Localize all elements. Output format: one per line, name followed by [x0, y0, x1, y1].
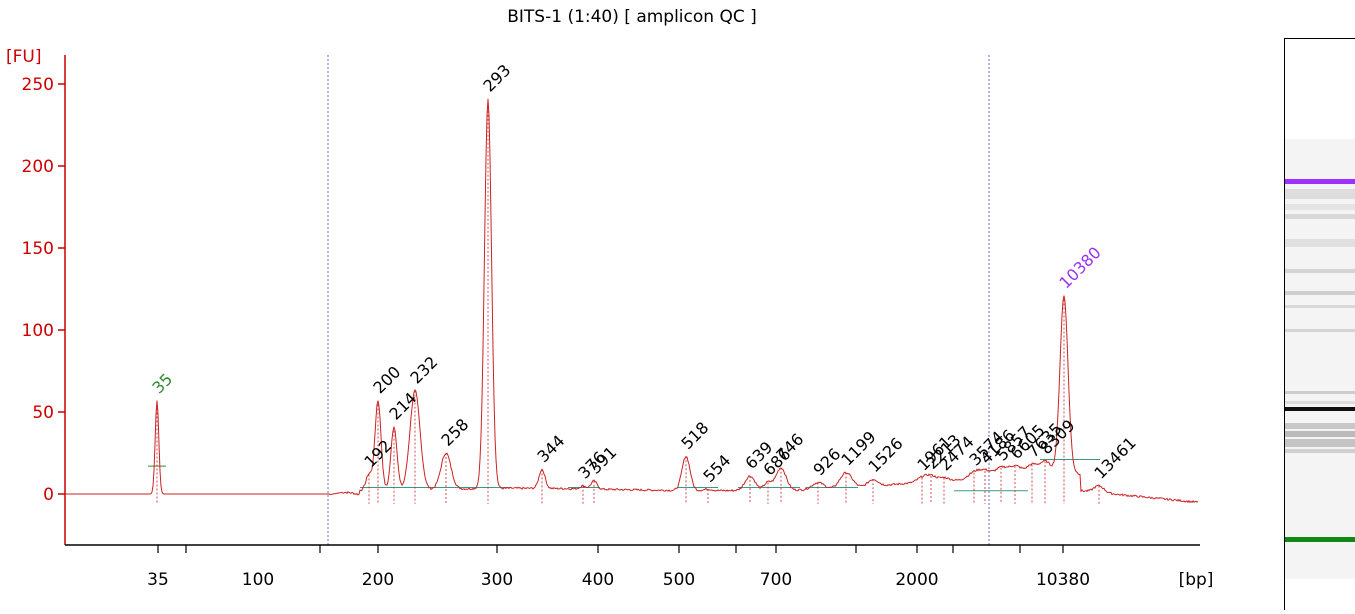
x-tick-label: 10380	[1036, 570, 1090, 590]
x-axis-label: [bp]	[1179, 570, 1214, 590]
x-axis: 35 100 200 300 400 500 700 2000 10380 [bp]	[65, 544, 1214, 590]
x-tick-label: 100	[242, 570, 274, 590]
peak-label: 13461	[1090, 433, 1139, 482]
region-boundary-lines	[327, 55, 990, 545]
peak-label: 214	[385, 389, 420, 424]
y-tick-label: 250	[22, 75, 54, 95]
y-tick-label: 50	[32, 403, 54, 423]
gel-lower-marker-band	[1285, 537, 1355, 542]
y-tick-label: 200	[22, 157, 54, 177]
peak-label: 232	[406, 352, 441, 387]
peak-label: 926	[809, 444, 844, 479]
chart-title: BITS-1 (1:40) [ amplicon QC ]	[507, 7, 757, 27]
gel-band	[1285, 291, 1355, 295]
x-tick-label: 2000	[895, 570, 938, 590]
x-tick-label: 300	[481, 570, 513, 590]
gel-band	[1285, 391, 1355, 394]
electropherogram-chart: BITS-1 (1:40) [ amplicon QC ] [FU] 0 50 10…	[6, 7, 1214, 590]
gel-band	[1285, 305, 1355, 308]
gel-band	[1285, 401, 1355, 404]
peak-label: 518	[677, 418, 712, 453]
gel-band	[1285, 239, 1355, 247]
gel-band	[1285, 189, 1355, 199]
peak-label: 10380	[1055, 243, 1104, 292]
y-axis-label: [FU]	[6, 47, 42, 67]
x-tick-label: 35	[147, 570, 169, 590]
x-tick-label: 700	[760, 570, 792, 590]
peak-label: 344	[533, 431, 568, 466]
y-tick-label: 100	[22, 321, 54, 341]
peak-label: 35	[148, 370, 176, 398]
gel-upper-marker-band	[1285, 179, 1355, 184]
gel-band	[1285, 204, 1355, 210]
peak-label: 200	[369, 362, 404, 397]
gel-band	[1285, 269, 1355, 273]
x-tick-label: 400	[582, 570, 614, 590]
gel-main-band	[1285, 407, 1355, 411]
gel-background	[1285, 139, 1355, 579]
gel-band	[1285, 449, 1355, 453]
y-tick-label: 150	[22, 239, 54, 259]
y-axis: [FU] 0 50 100 150 200 250	[6, 47, 66, 545]
gel-band	[1285, 423, 1355, 429]
gel-lane	[1284, 38, 1355, 610]
peak-label: 258	[437, 415, 472, 450]
gel-band	[1285, 431, 1355, 437]
peak-label: 554	[699, 451, 734, 486]
x-tick-label: 500	[663, 570, 695, 590]
peak-label: 293	[479, 61, 514, 96]
gel-band	[1285, 329, 1355, 332]
gel-band	[1285, 214, 1355, 219]
gel-band	[1285, 439, 1355, 447]
y-tick-label: 0	[43, 485, 54, 505]
fluorescence-trace	[65, 98, 1199, 504]
gel-image	[1285, 139, 1355, 579]
x-tick-label: 200	[362, 570, 394, 590]
